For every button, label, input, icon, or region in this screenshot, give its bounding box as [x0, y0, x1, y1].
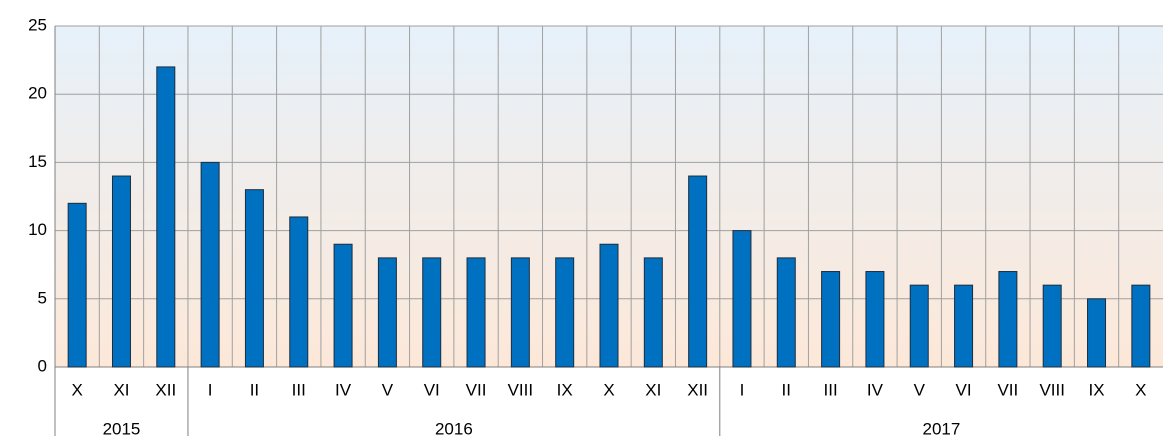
- bar: [555, 257, 575, 368]
- x-tick-label: VIII: [1039, 380, 1065, 399]
- x-tick-label: VIII: [508, 380, 534, 399]
- y-tick-label: 10: [28, 220, 47, 239]
- x-tick-label: II: [782, 380, 791, 399]
- bar: [1087, 298, 1107, 368]
- bar: [688, 175, 708, 368]
- group-label: 2017: [922, 419, 960, 436]
- x-tick-label: VII: [466, 380, 487, 399]
- y-tick-label: 15: [28, 152, 47, 171]
- bar: [289, 216, 309, 368]
- y-tick-label: 5: [38, 288, 47, 307]
- bar: [67, 202, 87, 368]
- bar: [732, 230, 752, 368]
- x-tick-label: I: [208, 380, 213, 399]
- bar: [865, 271, 885, 368]
- x-tick-label: XII: [155, 380, 176, 399]
- bar: [776, 257, 796, 368]
- y-tick-label: 0: [38, 356, 47, 375]
- bar: [510, 257, 530, 368]
- x-tick-label: I: [740, 380, 745, 399]
- x-tick-label: XII: [687, 380, 708, 399]
- bar: [111, 175, 131, 368]
- x-tick-label: X: [603, 380, 614, 399]
- bar: [909, 284, 929, 368]
- y-tick-label: 20: [28, 84, 47, 103]
- x-tick-label: IV: [335, 380, 352, 399]
- x-tick-label: VI: [956, 380, 972, 399]
- bar: [998, 271, 1018, 368]
- group-label: 2016: [435, 419, 473, 436]
- x-tick-label: VII: [997, 380, 1018, 399]
- x-tick-label: XI: [645, 380, 661, 399]
- bar: [821, 271, 841, 368]
- bar: [466, 257, 486, 368]
- bar: [1042, 284, 1062, 368]
- bar: [954, 284, 974, 368]
- bar: [333, 243, 353, 368]
- bar: [1131, 284, 1151, 368]
- x-tick-label: V: [382, 380, 394, 399]
- x-tick-label: XI: [113, 380, 129, 399]
- x-tick-label: III: [824, 380, 838, 399]
- bar: [599, 243, 619, 368]
- x-tick-label: VI: [424, 380, 440, 399]
- bar: [244, 189, 264, 368]
- bar: [377, 257, 397, 368]
- bar: [643, 257, 663, 368]
- bar: [200, 161, 220, 368]
- y-tick-label: 25: [28, 15, 47, 34]
- x-tick-label: X: [71, 380, 82, 399]
- x-tick-label: X: [1135, 380, 1146, 399]
- x-tick-label: IX: [557, 380, 573, 399]
- x-tick-label: III: [292, 380, 306, 399]
- bar: [422, 257, 442, 368]
- bar: [156, 66, 176, 368]
- x-tick-label: II: [250, 380, 259, 399]
- x-tick-label: IV: [867, 380, 884, 399]
- x-tick-label: IX: [1088, 380, 1104, 399]
- group-label: 2015: [103, 419, 141, 436]
- x-tick-label: V: [914, 380, 926, 399]
